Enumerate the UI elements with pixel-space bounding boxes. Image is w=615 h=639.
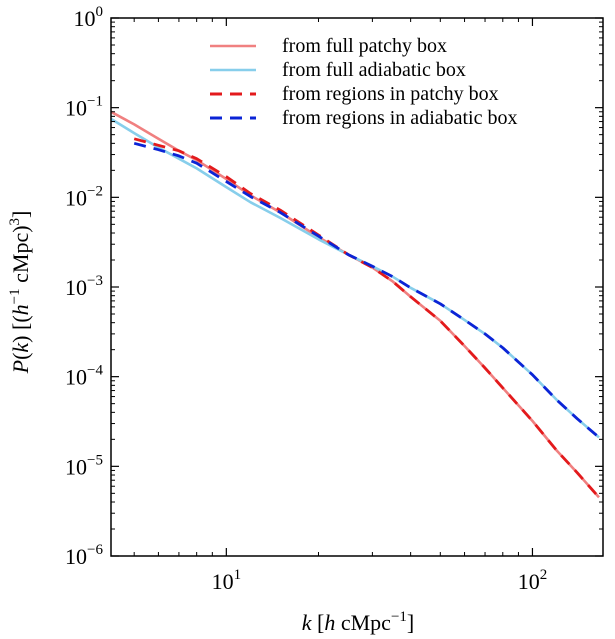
- legend-label-3: from regions in adiabatic box: [282, 107, 518, 129]
- y-tick-label: 100: [74, 4, 104, 31]
- series-line-3: [133, 141, 600, 439]
- x-tick-label: 102: [518, 567, 548, 594]
- y-tick-label: 10−5: [65, 452, 103, 479]
- legend: from full patchy box from full adiabatic…: [210, 35, 518, 129]
- x-axis-label: k [h cMpc−1]: [302, 609, 414, 635]
- y-tick-label: 10−6: [65, 542, 103, 569]
- legend-label-1: from full adiabatic box: [282, 59, 466, 81]
- y-tick-label: 10−1: [65, 94, 103, 121]
- legend-label-0: from full patchy box: [282, 35, 447, 57]
- series-line-0: [110, 110, 600, 499]
- y-tick-label: 10−4: [65, 363, 103, 390]
- axis-ticks: 101 102 100 10−1 10−2 10−3 10−4 10−5 10−6: [65, 4, 603, 594]
- y-tick-label: 10−2: [65, 183, 103, 210]
- y-tick-label: 10−3: [65, 273, 103, 300]
- series-group: [110, 110, 601, 499]
- y-axis-label: P(k) [(h−1 cMpc)3]: [7, 211, 33, 375]
- x-tick-label: 101: [212, 567, 242, 594]
- series-line-1: [110, 117, 600, 439]
- series-line-2: [133, 137, 601, 499]
- legend-label-2: from regions in patchy box: [282, 83, 499, 105]
